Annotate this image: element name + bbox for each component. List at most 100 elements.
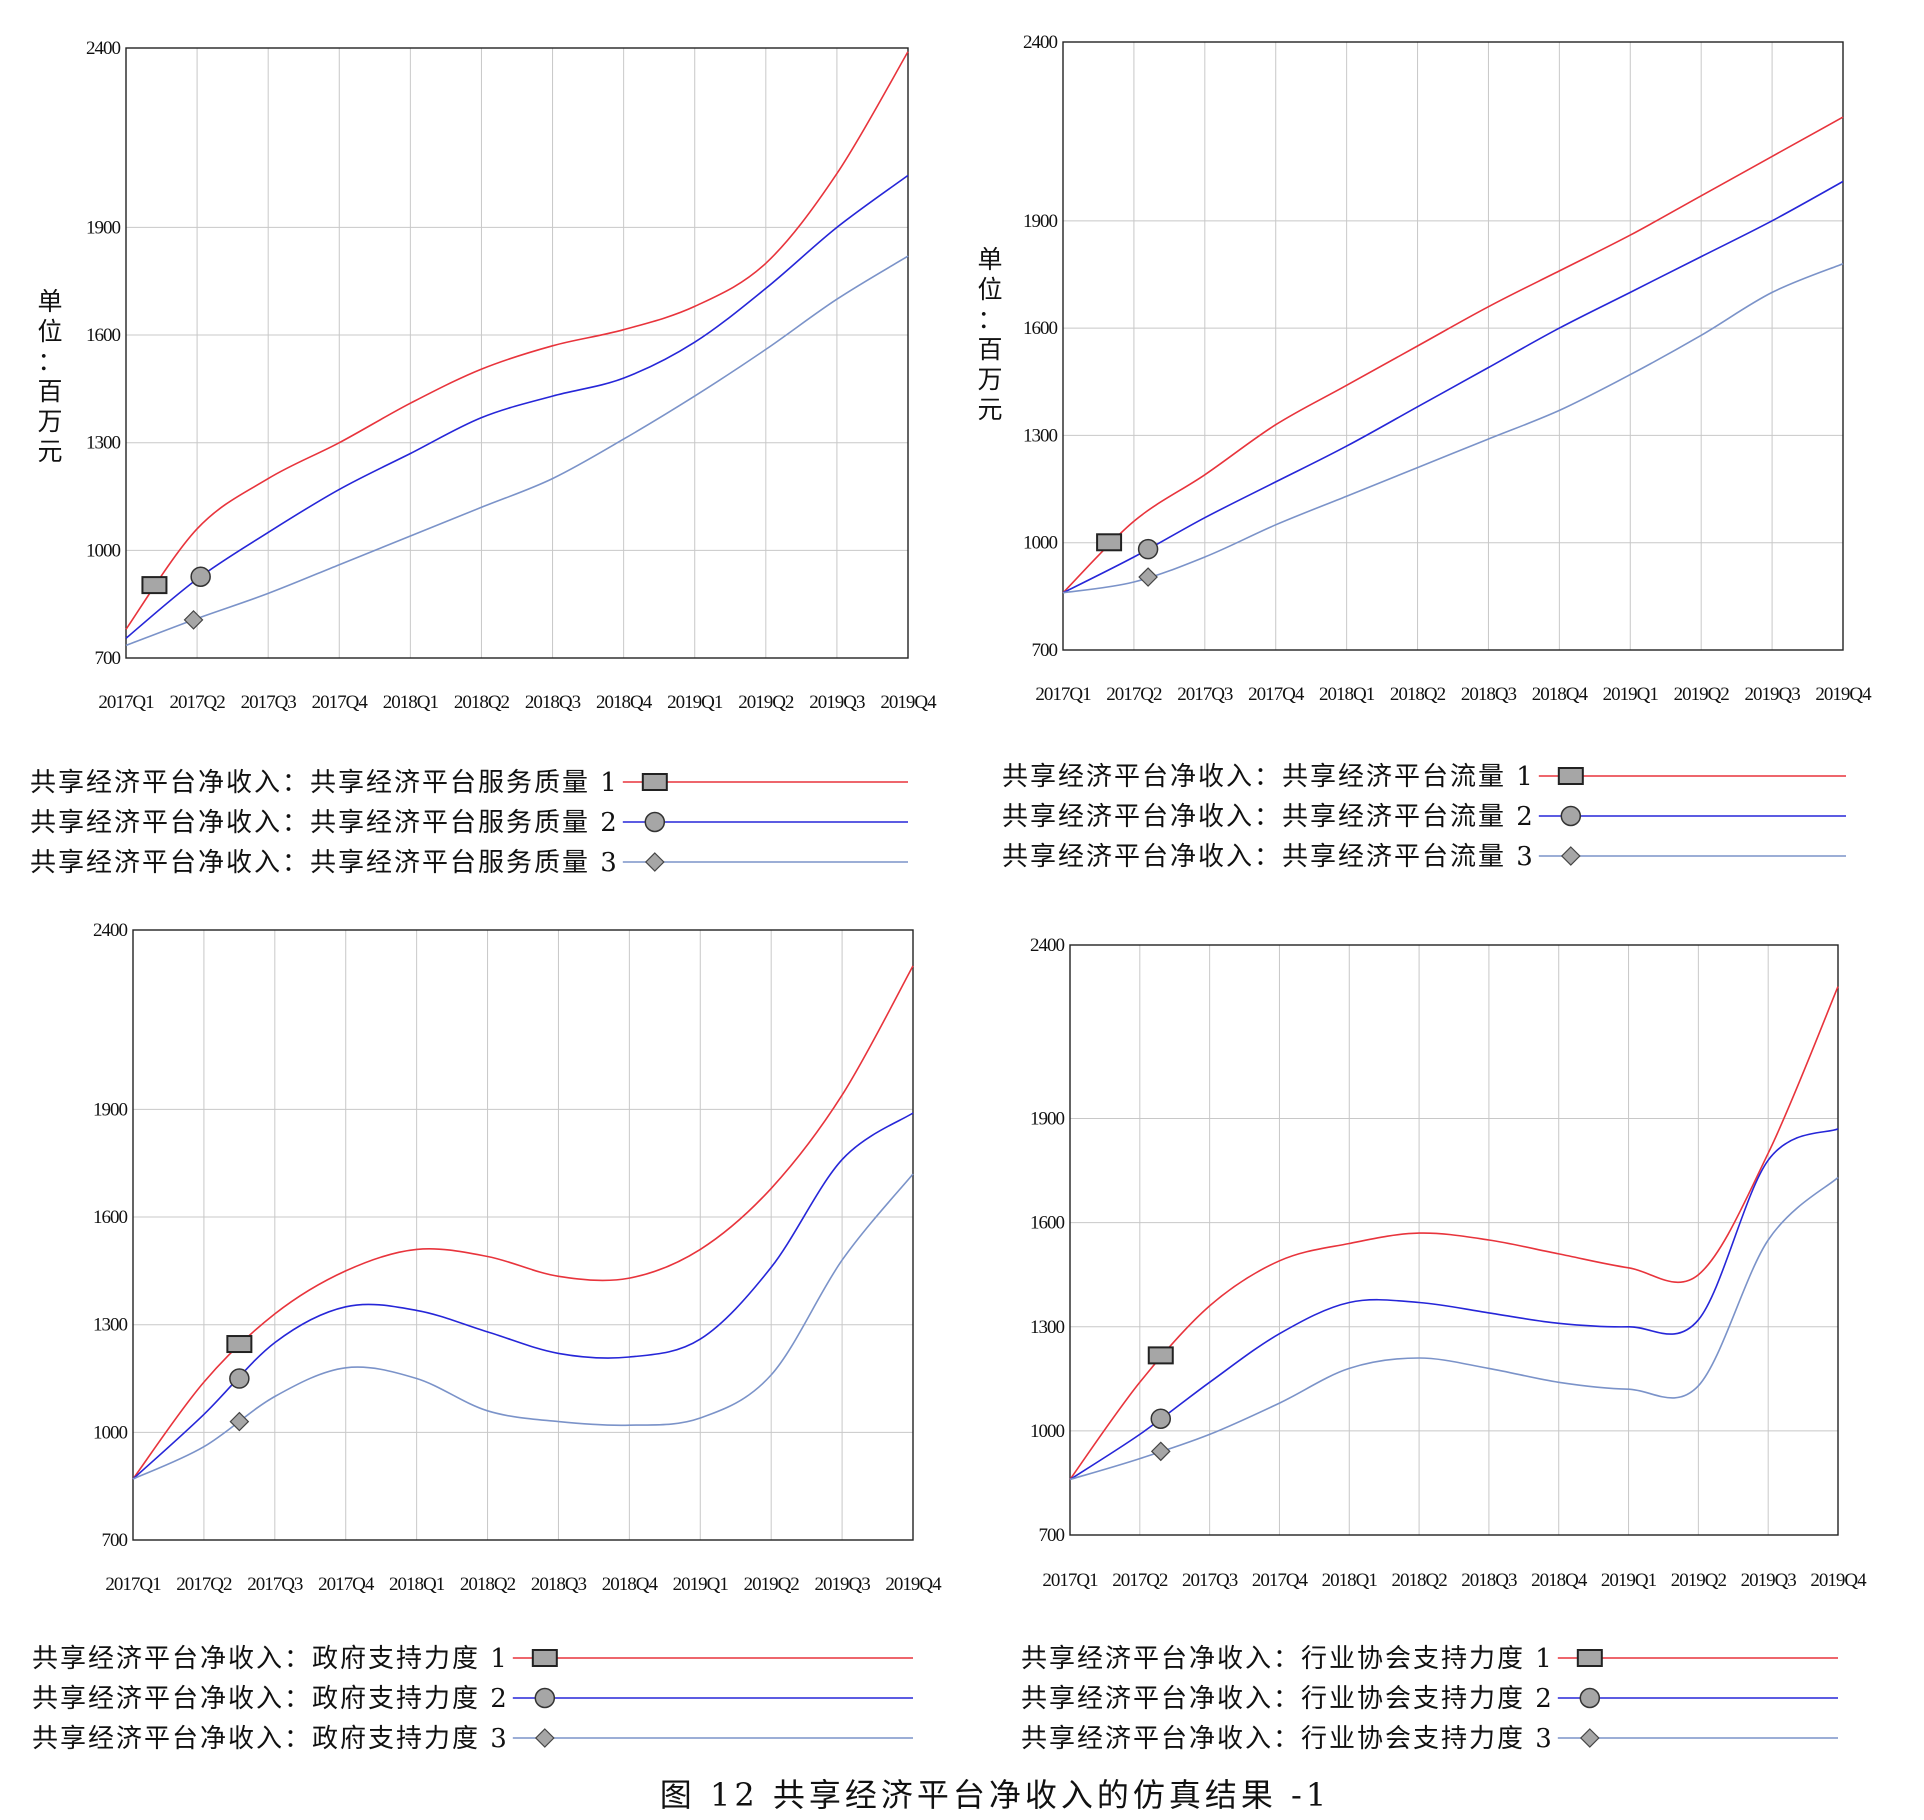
y-axis-unit-label: 单位：百万元 [37, 287, 62, 466]
x-tick-label: 2019Q4 [1810, 1570, 1867, 1591]
legend-label: 共享经济平台净收入：共享经济平台流量 2 [1002, 802, 1535, 832]
x-tick-label: 2018Q4 [1532, 684, 1589, 705]
x-tick-label: 2018Q2 [1391, 1570, 1447, 1591]
legend-marker-2 [644, 811, 666, 833]
legend-entry-1: 共享经济平台净收入：政府支持力度 1 [32, 1644, 913, 1674]
x-tick-label: 2019Q1 [1603, 684, 1659, 705]
legend-label: 共享经济平台净收入：共享经济平台服务质量 1 [30, 768, 619, 798]
y-tick-label: 1900 [1023, 211, 1058, 232]
x-tick-label: 2019Q2 [1674, 684, 1730, 705]
y-tick-label: 2400 [93, 920, 128, 941]
x-tick-label: 2017Q1 [105, 1574, 161, 1595]
x-tick-label: 2019Q2 [744, 1574, 800, 1595]
series-line-1 [132, 965, 914, 1480]
figure-caption: 图 12 共享经济平台净收入的仿真结果 -1 [660, 1776, 1330, 1814]
series-line-3 [125, 255, 909, 647]
plot-frame [132, 929, 914, 1541]
legend-entry-1: 共享经济平台净收入：行业协会支持力度 1 [1021, 1644, 1838, 1674]
x-tick-label: 2019Q3 [1741, 1570, 1797, 1591]
x-tick-label: 2019Q4 [1815, 684, 1872, 705]
series-line-2 [125, 174, 909, 639]
legend-label: 共享经济平台净收入：共享经济平台流量 3 [1002, 842, 1535, 872]
plot-frame [1062, 41, 1844, 651]
y-tick-label: 1900 [86, 217, 121, 238]
x-tick-label: 2018Q4 [602, 1574, 659, 1595]
series-line-1 [1069, 986, 1839, 1480]
x-tick-label: 2017Q3 [247, 1574, 303, 1595]
x-tick-label: 2017Q3 [1182, 1570, 1238, 1591]
x-tick-label: 2018Q4 [596, 692, 653, 713]
y-tick-label: 1600 [86, 325, 121, 346]
legend-marker-3 [534, 1728, 555, 1748]
y-tick-label: 1600 [93, 1207, 128, 1228]
y-tick-label: 1000 [86, 540, 121, 561]
x-tick-label: 2017Q1 [1035, 684, 1091, 705]
x-tick-label: 2017Q3 [241, 692, 297, 713]
series-line-1 [125, 51, 909, 630]
legend-entry-1: 共享经济平台净收入：共享经济平台服务质量 1 [30, 768, 908, 798]
x-tick-label: 2019Q1 [667, 692, 723, 713]
x-tick-label: 2019Q3 [1744, 684, 1800, 705]
legend-label: 共享经济平台净收入：共享经济平台流量 1 [1002, 762, 1535, 792]
y-tick-label: 1600 [1030, 1213, 1065, 1234]
legend-label: 共享经济平台净收入：行业协会支持力度 3 [1021, 1724, 1554, 1754]
y-tick-label: 1000 [1023, 533, 1058, 554]
series-line-3 [132, 1173, 914, 1480]
series-marker-1 [1096, 533, 1123, 552]
series-marker-2 [1137, 538, 1159, 560]
x-tick-label: 2017Q2 [176, 1574, 232, 1595]
legend-label: 共享经济平台净收入：行业协会支持力度 1 [1021, 1644, 1554, 1674]
x-tick-label: 2017Q4 [318, 1574, 375, 1595]
x-tick-label: 2019Q1 [1601, 1570, 1657, 1591]
legend-label: 共享经济平台净收入：行业协会支持力度 2 [1021, 1684, 1554, 1714]
legend-marker-2 [534, 1687, 556, 1709]
plot-frame [1069, 944, 1839, 1536]
x-tick-label: 2017Q2 [1106, 684, 1162, 705]
x-tick-label: 2019Q4 [880, 692, 937, 713]
legend-marker-1 [641, 773, 668, 791]
x-tick-label: 2017Q4 [1248, 684, 1305, 705]
series-marker-3 [1138, 567, 1158, 587]
legend-marker-2 [1579, 1687, 1601, 1709]
x-tick-label: 2017Q4 [1252, 1570, 1309, 1591]
y-tick-label: 1600 [1023, 318, 1058, 339]
legend-label: 共享经济平台净收入：共享经济平台服务质量 3 [30, 848, 619, 878]
y-tick-label: 700 [1039, 1525, 1065, 1546]
plot-frame [125, 47, 909, 659]
y-tick-label: 1900 [1030, 1109, 1065, 1130]
x-tick-label: 2017Q3 [1177, 684, 1233, 705]
chart-panel-government-support: 2400 1900 1600 1300 1000 700 2017Q1 2017Q2 2017Q… [32, 920, 943, 1754]
legend-marker-3 [1579, 1728, 1600, 1748]
x-tick-label: 2018Q1 [389, 1574, 445, 1595]
y-tick-label: 1300 [1023, 425, 1058, 446]
series-marker-2 [190, 566, 211, 587]
x-tick-label: 2018Q2 [454, 692, 510, 713]
x-tick-label: 2019Q1 [673, 1574, 729, 1595]
legend-entry-2: 共享经济平台净收入：政府支持力度 2 [32, 1684, 913, 1714]
x-tick-label: 2018Q1 [1319, 684, 1375, 705]
chart-panel-platform-traffic: 2400 1900 1600 1300 1000 700 2017Q1 2017Q2 2017Q… [977, 32, 1873, 872]
y-tick-label: 1000 [93, 1422, 128, 1443]
legend-marker-2 [1560, 805, 1582, 827]
legend-entry-2: 共享经济平台净收入：共享经济平台服务质量 2 [30, 808, 908, 838]
series-line-3 [1069, 1176, 1839, 1481]
x-tick-label: 2019Q2 [738, 692, 794, 713]
legend-label: 共享经济平台净收入：政府支持力度 3 [32, 1724, 509, 1754]
x-tick-label: 2018Q3 [531, 1574, 587, 1595]
y-tick-label: 2400 [1023, 32, 1058, 53]
chart-panel-service-quality: 2400 1900 1600 1300 1000 700 2017Q1 2017Q2 2017Q… [30, 38, 938, 878]
legend-marker-1 [1557, 767, 1584, 785]
y-tick-label: 700 [102, 1530, 128, 1551]
series-marker-2 [229, 1368, 250, 1389]
legend-entry-2: 共享经济平台净收入：行业协会支持力度 2 [1021, 1684, 1838, 1714]
x-tick-label: 2019Q3 [814, 1574, 870, 1595]
x-tick-label: 2017Q4 [312, 692, 369, 713]
legend-entry-3: 共享经济平台净收入：共享经济平台流量 3 [1002, 842, 1846, 872]
chart-panel-industry-association-support: 2400 1900 1600 1300 1000 700 2017Q1 2017Q2 2017Q… [1021, 935, 1868, 1754]
series-marker-3 [229, 1411, 250, 1432]
series-marker-3 [1150, 1441, 1171, 1462]
legend-marker-3 [1560, 846, 1581, 866]
x-tick-label: 2017Q1 [1042, 1570, 1098, 1591]
y-tick-label: 1300 [86, 433, 121, 454]
